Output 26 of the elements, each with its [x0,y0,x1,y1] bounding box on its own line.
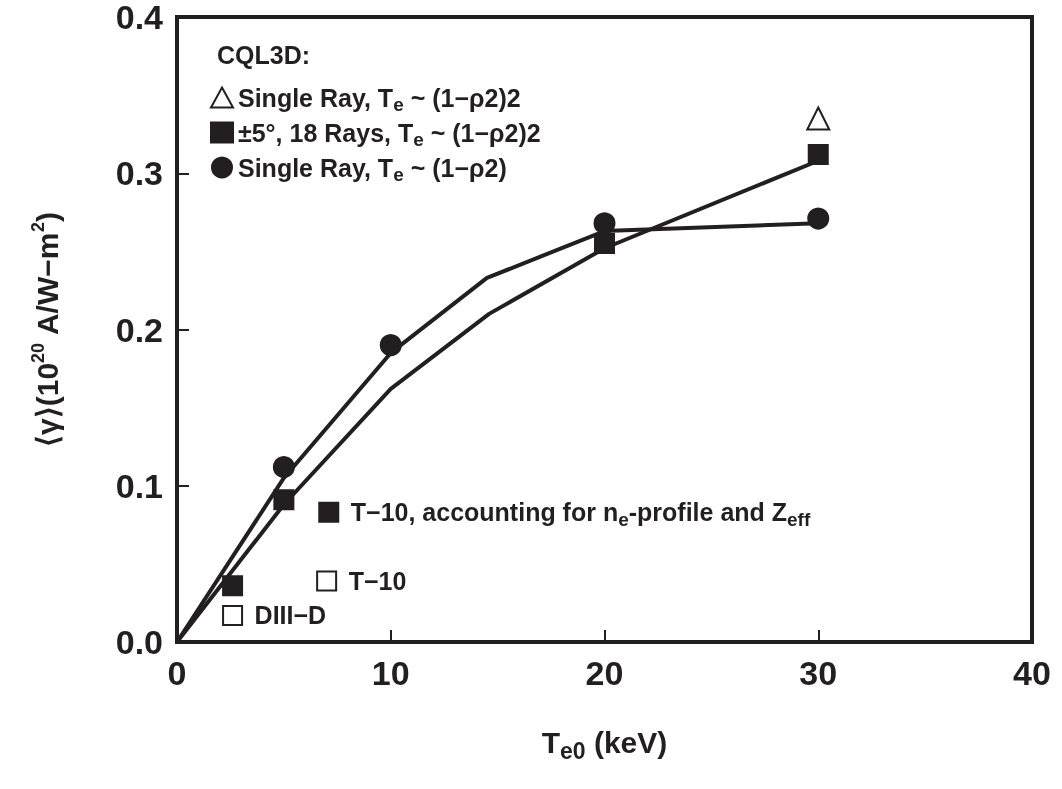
x-tick-label: 30 [799,654,838,692]
point [273,489,295,511]
x-tick-label: 0 [167,654,187,692]
annotation: T−10 [348,567,407,596]
y-axis-title: ⟨γ⟩(1020 A/W−m2) [28,212,64,447]
x-tick-label: 40 [1013,654,1051,692]
legend-title: CQL3D: [217,40,311,69]
point [807,144,829,165]
point [379,334,402,357]
y-tick-label: 0.2 [115,310,163,349]
point [594,233,615,255]
x-tick-label: 10 [371,654,410,692]
y-tick-label: 0.3 [115,154,163,193]
y-tick-label: 0.1 [115,466,163,505]
point [593,212,616,235]
x-tick-label: 20 [585,654,624,692]
point [272,456,295,478]
y-tick-label: 0.4 [115,0,164,36]
point [222,604,244,626]
point [807,207,830,230]
y-tick-label: 0.0 [115,623,163,661]
point [318,501,340,523]
point [806,106,831,131]
point [222,575,244,597]
point [316,570,338,592]
annotation: DIII−D [254,601,327,630]
